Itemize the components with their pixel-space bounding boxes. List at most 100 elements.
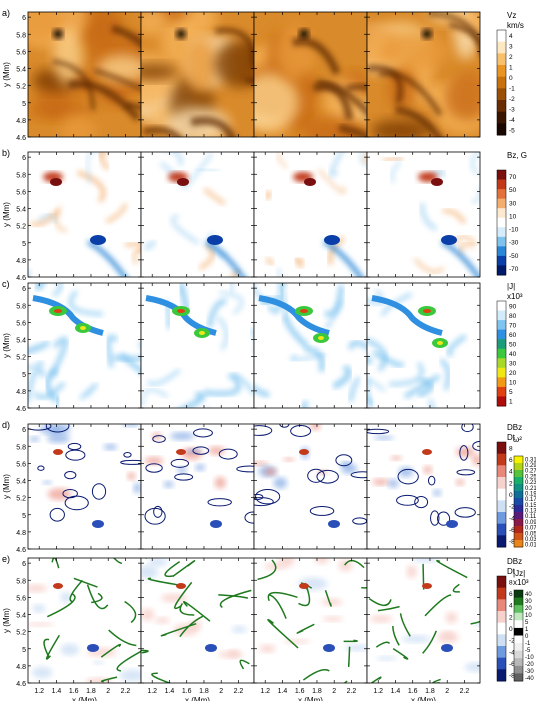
panel-letter: e) [2, 554, 10, 564]
colorbar2-swatch [514, 658, 523, 667]
colorbar-tick-label: -10 [509, 227, 519, 234]
colorbar2-swatch [514, 673, 523, 682]
colorbar2-tick-label: -10 [525, 655, 534, 661]
colorbar2-swatch [514, 505, 523, 513]
colorbar-swatch [497, 339, 506, 350]
colorbar-tick-label: 0 [509, 492, 513, 499]
colorbar-swatch [497, 329, 506, 340]
colorbar-swatch [497, 217, 506, 228]
colorbar2-tick-label: 10 [525, 613, 532, 619]
colorbar-tick-label: -4 [509, 117, 515, 124]
colorbar-swatch [497, 301, 506, 312]
colorbar2-swatch [514, 665, 523, 674]
y-tick-label: 4.8 [16, 664, 26, 671]
panel-frame [366, 423, 481, 550]
x-tick-label: 2 [332, 688, 336, 695]
colorbar2-swatch [514, 512, 523, 520]
colorbar2-tick-label: -40 [525, 676, 534, 682]
colorbar-swatch [497, 358, 506, 369]
colorbar2-swatch [514, 484, 523, 492]
colorbar-swatch [497, 255, 506, 266]
y-tick-label: 5 [22, 372, 26, 379]
x-tick-label: 1.4 [52, 688, 62, 695]
colorbar-tick-label: 2 [509, 54, 513, 61]
colorbar2-swatch [514, 590, 523, 599]
y-axis-label: y (Mm) [2, 62, 11, 87]
colorbar2-tick-label: 0.15 [525, 503, 536, 509]
panel-2-1 [140, 282, 255, 409]
panel-3-0 [27, 423, 142, 550]
colorbar2-tick-label: -5 [525, 648, 531, 654]
colorbar-swatch [497, 622, 506, 635]
x-tick-label: 1.8 [86, 688, 96, 695]
colorbar-swatch [497, 657, 506, 670]
colorbar2-tick-label: 0 [525, 634, 529, 640]
colorbar-swatch [497, 442, 506, 455]
colorbar2-tick-label: 0.07 [525, 526, 536, 532]
panel-frame [366, 282, 481, 409]
panel-background [254, 152, 367, 277]
colorbar2-tick-label: 0.11 [525, 514, 536, 520]
y-tick-label: 5.6 [16, 189, 26, 196]
colorbar-tick-label: 4 [509, 603, 513, 610]
colorbar-tick-label: 10 [509, 213, 517, 220]
colorbar-tick-label: -4 [509, 515, 515, 522]
colorbar-tick-label: 8 [509, 579, 513, 586]
colorbar-swatch [497, 198, 506, 209]
colorbar-tick-label: -30 [509, 240, 519, 247]
colorbar-tick-label: 60 [509, 332, 517, 339]
x-tick-label: 1.8 [425, 688, 435, 695]
colorbar-swatch [497, 208, 506, 219]
colorbar-title: Dt [507, 567, 516, 576]
colorbar2-tick-label: 40 [525, 592, 532, 598]
x-tick-label: 1.2 [34, 688, 44, 695]
colorbar-title: Dt [507, 433, 516, 442]
x-tick-label: 1.4 [391, 688, 401, 695]
colorbar-tick-label: 1 [509, 64, 513, 71]
colorbar2-tick-label: 0.31 [525, 457, 536, 463]
x-tick-label: 2.2 [234, 688, 244, 695]
panel-2-3 [366, 282, 481, 409]
panel-frame [366, 151, 481, 278]
panel-3-1 [140, 423, 255, 550]
x-axis-label: x (Mm) [411, 696, 436, 701]
colorbar2-swatch [514, 477, 523, 485]
y-tick-label: 5.4 [16, 67, 26, 74]
colorbar-tick-label: 0 [509, 75, 513, 82]
colorbar-swatch [497, 377, 506, 388]
colorbar-tick-label: 20 [509, 370, 517, 377]
x-tick-label: 2 [219, 688, 223, 695]
panel-grid [27, 11, 481, 684]
colorbar2-swatch [514, 627, 523, 636]
colorbar2-tick-label: 5 [525, 620, 529, 626]
colorbar-tick-label: -1 [509, 85, 515, 92]
colorbar-tick-label: 70 [509, 174, 517, 181]
colorbar2-tick-label: -1 [525, 641, 531, 647]
colorbar-swatch [497, 320, 506, 331]
colorbar2-tick-label: 0.13 [525, 509, 536, 515]
x-tick-label: 2.2 [460, 688, 470, 695]
colorbar2-tick-label: 0.23 [525, 480, 536, 486]
y-tick-label: 5.8 [16, 578, 26, 585]
panel-background [367, 424, 480, 549]
colorbar-tick-label: 0 [509, 626, 513, 633]
y-tick-label: 5.8 [16, 172, 26, 179]
colorbar2-swatch [514, 620, 523, 629]
colorbar-swatch [497, 53, 506, 66]
colorbar2-title: x10³ [513, 578, 529, 587]
colorbar-tick-label: 8 [509, 445, 513, 452]
colorbar2-swatch [514, 526, 523, 534]
colorbar-tick-label: -50 [509, 253, 519, 260]
colorbar-tick-label: 30 [509, 200, 517, 207]
colorbar2-tick-label: 0.01 [525, 543, 536, 549]
colorbar2-swatch [514, 612, 523, 621]
colorbar2-tick-label: 0.25 [525, 474, 536, 480]
y-tick-label: 5.8 [16, 303, 26, 310]
colorbar-tick-label: 90 [509, 303, 517, 310]
x-tick-label: 1.4 [278, 688, 288, 695]
colorbar2-tick-label: 30 [525, 599, 532, 605]
colorbar2-swatch [514, 498, 523, 506]
x-tick-label: 1.8 [199, 688, 209, 695]
colorbar-tick-label: 1 [509, 399, 513, 406]
colorbar-swatch [497, 123, 506, 136]
